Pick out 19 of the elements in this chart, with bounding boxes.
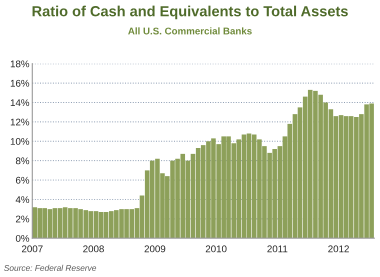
y-tick-label: 4% bbox=[16, 196, 30, 204]
y-tick-label: 10% bbox=[10, 138, 30, 145]
y-tick-label: 12% bbox=[10, 118, 30, 126]
x-tick-label: 2011 bbox=[267, 245, 288, 252]
y-tick-label: 14% bbox=[10, 99, 30, 106]
y-tick-label: 0% bbox=[16, 234, 30, 242]
y-tick-label: 16% bbox=[10, 80, 30, 87]
y-tick-label: 6% bbox=[16, 176, 30, 184]
x-tick-label: 2009 bbox=[144, 245, 166, 252]
source-note: Source: Federal Reserve bbox=[4, 264, 96, 271]
y-tick-label: 2% bbox=[16, 216, 30, 222]
x-tick-label: 2008 bbox=[83, 245, 104, 252]
chart-subtitle: All U.S. Commercial Banks bbox=[128, 27, 252, 34]
chart-title: Ratio of Cash and Equivalents to Total Assets bbox=[32, 6, 348, 20]
x-tick-label: 2010 bbox=[206, 245, 227, 252]
y-tick-label: 8% bbox=[16, 157, 30, 164]
x-tick-label: 2007 bbox=[22, 245, 43, 252]
x-tick-label: 2012 bbox=[328, 245, 349, 252]
y-tick-label: 18% bbox=[10, 60, 30, 68]
